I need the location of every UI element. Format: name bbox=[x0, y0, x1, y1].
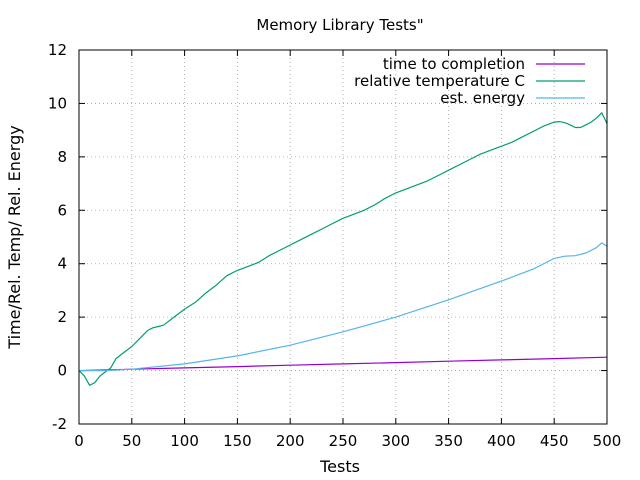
x-tick-label: 350 bbox=[434, 432, 463, 450]
y-tick-label: 8 bbox=[57, 148, 67, 166]
series-line-2 bbox=[79, 242, 608, 372]
x-tick-label: 400 bbox=[487, 432, 516, 450]
legend-label: time to completion bbox=[383, 55, 525, 73]
y-tick-label: 6 bbox=[57, 201, 67, 219]
x-tick-label: 450 bbox=[540, 432, 569, 450]
x-tick-label: 500 bbox=[593, 432, 622, 450]
x-tick-label: 100 bbox=[170, 432, 199, 450]
chart-title: Memory Library Tests" bbox=[256, 16, 423, 34]
y-tick-label: 12 bbox=[48, 41, 67, 59]
x-axis-label: Tests bbox=[319, 457, 360, 476]
legend-label: est. energy bbox=[440, 89, 525, 107]
y-tick-label: -2 bbox=[52, 415, 67, 433]
y-axis: -2 0 2 4 6 8 10 12 bbox=[48, 41, 607, 433]
y-tick-label: 10 bbox=[48, 94, 67, 112]
x-tick-label: 200 bbox=[276, 432, 305, 450]
plot-frame bbox=[78, 49, 608, 425]
series-line-0 bbox=[78, 356, 608, 372]
grid-lines bbox=[79, 50, 607, 424]
y-tick-label: 4 bbox=[57, 255, 67, 273]
y-axis-label: Time/Rel. Temp/ Rel. Energy bbox=[5, 125, 24, 349]
x-axis: 0 50 100 150 200 250 300 350 400 450 500 bbox=[74, 50, 621, 450]
x-tick-label: 0 bbox=[74, 432, 84, 450]
x-tick-label: 300 bbox=[381, 432, 410, 450]
y-tick-label: 0 bbox=[57, 362, 67, 380]
y-tick-label: 2 bbox=[57, 308, 67, 326]
x-tick-label: 250 bbox=[329, 432, 358, 450]
series-line-1 bbox=[78, 112, 608, 386]
series-lines bbox=[78, 112, 608, 386]
x-tick-label: 150 bbox=[223, 432, 252, 450]
legend-label: relative temperature C bbox=[354, 72, 525, 90]
x-tick-label: 50 bbox=[122, 432, 141, 450]
